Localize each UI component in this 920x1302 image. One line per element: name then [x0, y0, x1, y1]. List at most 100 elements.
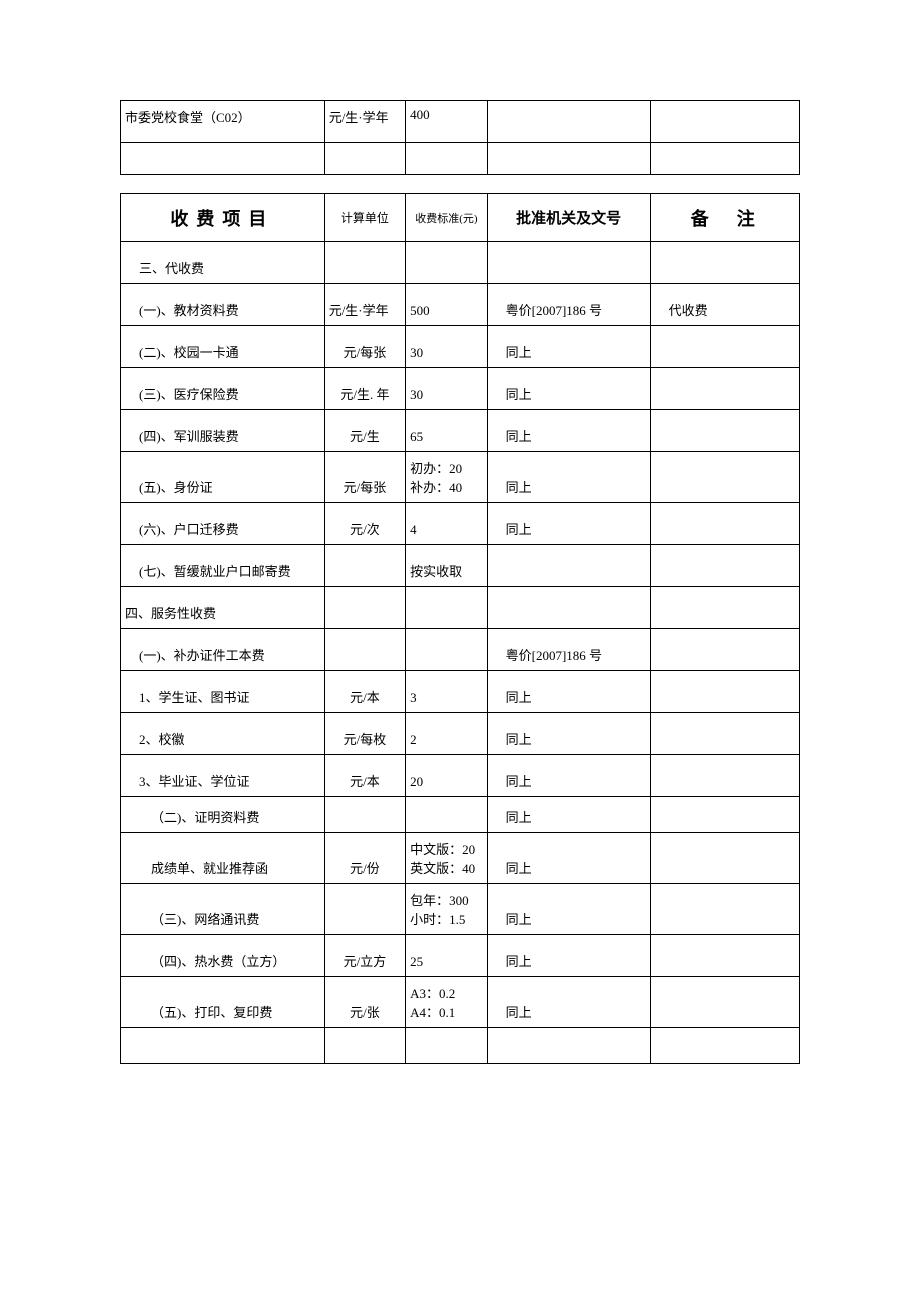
standard-cell: [406, 242, 487, 284]
fee-item-cell: 1、学生证、图书证: [121, 671, 325, 713]
unit-cell: [324, 1028, 405, 1064]
unit-cell: 元/份: [324, 833, 405, 884]
remark-cell: [650, 1028, 799, 1064]
fee-item-cell: (五)、身份证: [121, 452, 325, 503]
standard-cell: 2: [406, 713, 487, 755]
unit-cell: 元/每张: [324, 326, 405, 368]
fee-item-cell: （三)、网络通讯费: [121, 884, 325, 935]
approval-cell: 同上: [487, 368, 650, 410]
table-row: (一)、教材资料费元/生·学年500粤价[2007]186 号代收费: [121, 284, 800, 326]
table-row: (六)、户口迁移费元/次4同上: [121, 503, 800, 545]
unit-cell: [324, 242, 405, 284]
standard-cell: 30: [406, 368, 487, 410]
unit-cell: 元/次: [324, 503, 405, 545]
fee-item-cell: (四)、军训服装费: [121, 410, 325, 452]
table-row: 三、代收费: [121, 242, 800, 284]
approval-cell: [487, 242, 650, 284]
table-row: （二)、证明资料费同上: [121, 797, 800, 833]
standard-cell: [406, 1028, 487, 1064]
remark-cell: [650, 587, 799, 629]
remark-cell: [650, 629, 799, 671]
unit-cell: [324, 629, 405, 671]
fee-item-cell: [121, 1028, 325, 1064]
table-cell: [324, 143, 405, 175]
standard-cell: [406, 797, 487, 833]
fee-item-cell: （四)、热水费（立方）: [121, 935, 325, 977]
table-cell: [650, 143, 799, 175]
standard-cell: 65: [406, 410, 487, 452]
standard-cell: A3：0.2 A4：0.1: [406, 977, 487, 1028]
approval-cell: 同上: [487, 755, 650, 797]
remark-cell: [650, 410, 799, 452]
remark-cell: [650, 797, 799, 833]
remark-cell: [650, 713, 799, 755]
table-row: (二)、校园一卡通元/每张30同上: [121, 326, 800, 368]
fee-item-cell: (二)、校园一卡通: [121, 326, 325, 368]
table-cell: [487, 143, 650, 175]
fee-item-cell: 2、校徽: [121, 713, 325, 755]
unit-cell: 元/生. 年: [324, 368, 405, 410]
approval-cell: [487, 545, 650, 587]
header-unit: 计算单位: [324, 194, 405, 242]
fee-item-cell: (六)、户口迁移费: [121, 503, 325, 545]
table-header-row: 收费项目 计算单位 收费标准(元) 批准机关及文号 备注: [121, 194, 800, 242]
fee-item-cell: （二)、证明资料费: [121, 797, 325, 833]
table-row: [121, 143, 800, 175]
standard-cell: 30: [406, 326, 487, 368]
table-cell: [121, 143, 325, 175]
table-cell: [406, 143, 487, 175]
table-row: 成绩单、就业推荐函元/份中文版：20 英文版：40同上: [121, 833, 800, 884]
approval-cell: 同上: [487, 833, 650, 884]
unit-cell: 元/立方: [324, 935, 405, 977]
table-row: （四)、热水费（立方）元/立方25同上: [121, 935, 800, 977]
standard-cell: 初办：20 补办：40: [406, 452, 487, 503]
standard-cell: 4: [406, 503, 487, 545]
unit-cell: 元/生: [324, 410, 405, 452]
fee-item-cell: 四、服务性收费: [121, 587, 325, 629]
standard-cell: 中文版：20 英文版：40: [406, 833, 487, 884]
table-row: 1、学生证、图书证元/本3同上: [121, 671, 800, 713]
unit-cell: 元/张: [324, 977, 405, 1028]
table-cell: [487, 101, 650, 143]
approval-cell: 同上: [487, 671, 650, 713]
header-fee-item: 收费项目: [121, 194, 325, 242]
approval-cell: 同上: [487, 452, 650, 503]
fee-table: 收费项目 计算单位 收费标准(元) 批准机关及文号 备注 三、代收费(一)、教材…: [120, 193, 800, 1064]
fee-item-cell: 三、代收费: [121, 242, 325, 284]
remark-cell: [650, 977, 799, 1028]
fee-item-cell: （五)、打印、复印费: [121, 977, 325, 1028]
approval-cell: 同上: [487, 977, 650, 1028]
standard-cell: [406, 587, 487, 629]
remark-cell: [650, 833, 799, 884]
table-row: (五)、身份证元/每张初办：20 补办：40同上: [121, 452, 800, 503]
remark-cell: [650, 755, 799, 797]
remark-cell: [650, 452, 799, 503]
table-cell: 元/生·学年: [324, 101, 405, 143]
approval-cell: [487, 587, 650, 629]
table-cell: [650, 101, 799, 143]
approval-cell: 粤价[2007]186 号: [487, 629, 650, 671]
unit-cell: [324, 884, 405, 935]
fee-item-cell: (三)、医疗保险费: [121, 368, 325, 410]
unit-cell: [324, 797, 405, 833]
remark-cell: [650, 242, 799, 284]
header-standard: 收费标准(元): [406, 194, 487, 242]
table-row: 2、校徽元/每枚2同上: [121, 713, 800, 755]
remark-cell: [650, 671, 799, 713]
table-row: 四、服务性收费: [121, 587, 800, 629]
table-cell: 市委党校食堂（C02）: [121, 101, 325, 143]
standard-cell: [406, 629, 487, 671]
remark-cell: [650, 884, 799, 935]
top-table: 市委党校食堂（C02）元/生·学年400: [120, 100, 800, 175]
approval-cell: 粤价[2007]186 号: [487, 284, 650, 326]
table-row: (三)、医疗保险费元/生. 年30同上: [121, 368, 800, 410]
unit-cell: 元/本: [324, 755, 405, 797]
approval-cell: 同上: [487, 326, 650, 368]
standard-cell: 25: [406, 935, 487, 977]
unit-cell: [324, 587, 405, 629]
approval-cell: 同上: [487, 503, 650, 545]
unit-cell: 元/本: [324, 671, 405, 713]
table-cell: 400: [406, 101, 487, 143]
unit-cell: 元/每枚: [324, 713, 405, 755]
unit-cell: 元/生·学年: [324, 284, 405, 326]
